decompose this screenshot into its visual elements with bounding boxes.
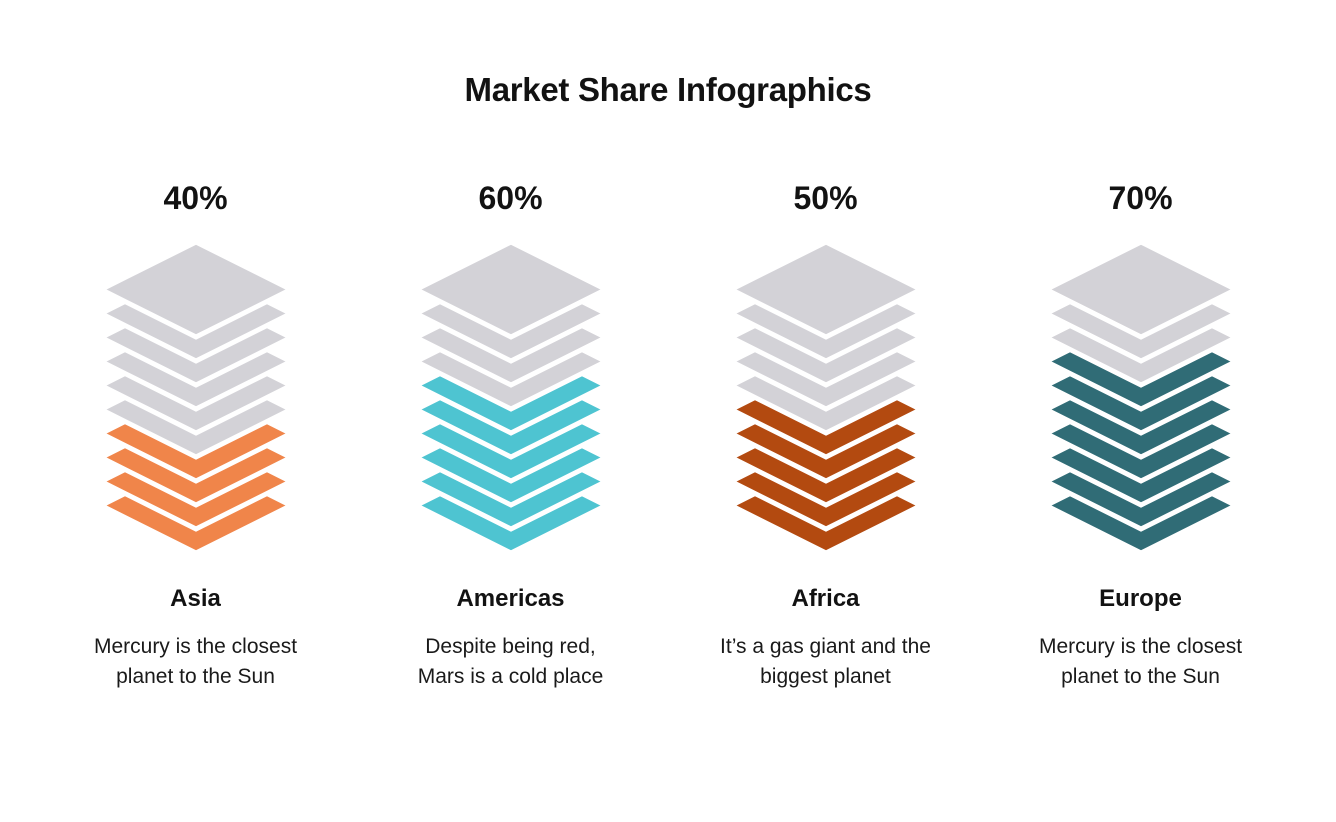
region-name: Americas: [456, 585, 565, 612]
inactive-layer: [724, 239, 927, 340]
layer-stack-chart: [724, 239, 927, 556]
market-column: 40% Asia Mercury is the closest planet t…: [38, 180, 353, 692]
page-title: Market Share Infographics: [464, 71, 872, 108]
percent-label: 70%: [1108, 180, 1173, 216]
region-description: Mercury is the closest planet to the Sun: [1038, 635, 1243, 688]
market-column: 70% Europe Mercury is the closest planet…: [983, 180, 1298, 692]
percent-label: 50%: [793, 180, 858, 216]
inactive-layer: [94, 239, 297, 340]
percent-label: 60%: [478, 180, 543, 216]
region-description: Mercury is the closest planet to the Sun: [93, 635, 298, 688]
region-name: Africa: [791, 585, 860, 612]
market-column: 60% Americas Despite being red, Mars is …: [353, 180, 668, 692]
layer-stack-chart: [94, 239, 297, 556]
region-name: Asia: [170, 585, 221, 612]
region-name: Europe: [1099, 585, 1182, 612]
columns-grid: 40% Asia Mercury is the closest planet t…: [38, 180, 1298, 692]
inactive-layer: [1039, 239, 1242, 340]
layer-stack-chart: [409, 239, 612, 556]
percent-label: 40%: [163, 180, 228, 216]
inactive-layer: [409, 239, 612, 340]
region-description: It’s a gas giant and the biggest planet: [720, 635, 931, 688]
region-description: Despite being red, Mars is a cold place: [417, 635, 604, 688]
market-column: 50% Africa It’s a gas giant and the bigg…: [668, 180, 983, 692]
layer-stack-chart: [1039, 239, 1242, 556]
